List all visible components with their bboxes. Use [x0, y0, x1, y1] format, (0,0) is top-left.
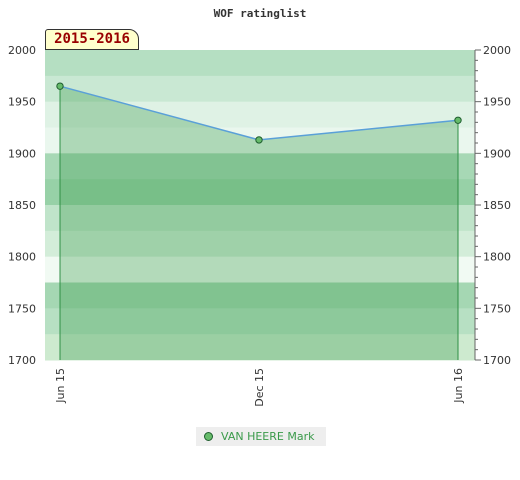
- axes: 1700 1700 1750 1750 1800 1800 1850 1850 1900 1900…: [8, 44, 511, 407]
- data-marks: [56, 82, 462, 144]
- y-tick-label-left: 1700: [8, 354, 36, 367]
- background-band: [45, 334, 475, 361]
- background-band: [45, 101, 475, 128]
- season-label: 2015-2016: [45, 29, 139, 50]
- y-tick-label-right: 1800: [483, 251, 511, 264]
- x-tick-label: Jun 15: [54, 368, 67, 404]
- data-point: [56, 82, 64, 90]
- data-point: [255, 136, 263, 144]
- y-tick-label-left: 1950: [8, 96, 36, 109]
- y-tick-label-left: 1900: [8, 147, 36, 160]
- y-tick-label-right: 1700: [483, 354, 511, 367]
- y-tick-label-right: 1750: [483, 302, 511, 315]
- y-tick-label-right: 2000: [483, 44, 511, 57]
- legend-series-name: VAN HEERE Mark: [221, 430, 315, 443]
- x-tick-label: Dec 15: [253, 368, 266, 407]
- background-band: [45, 230, 475, 258]
- chart-title: WOF ratinglist: [214, 7, 307, 20]
- background-band: [45, 75, 475, 103]
- y-tick-label-right: 1900: [483, 147, 511, 160]
- y-tick-label-left: 1800: [8, 251, 36, 264]
- x-tick-label: Jun 16: [452, 368, 465, 404]
- y-tick-label-left: 2000: [8, 44, 36, 57]
- background-band: [45, 153, 475, 180]
- background-band: [45, 205, 475, 232]
- background-band: [45, 50, 475, 77]
- y-tick-label-right: 1850: [483, 199, 511, 212]
- legend[interactable]: VAN HEERE Mark: [196, 427, 326, 446]
- y-tick-label-left: 1750: [8, 302, 36, 315]
- background-bands: [45, 50, 475, 361]
- background-band: [45, 256, 475, 283]
- legend-marker-icon: [204, 432, 213, 441]
- background-band: [45, 308, 475, 335]
- y-tick-label-left: 1850: [8, 199, 36, 212]
- series-area: [60, 86, 458, 361]
- background-band: [45, 282, 475, 309]
- data-point: [454, 116, 462, 124]
- area-layer: [59, 86, 459, 361]
- y-tick-label-right: 1950: [483, 96, 511, 109]
- background-band: [45, 179, 475, 206]
